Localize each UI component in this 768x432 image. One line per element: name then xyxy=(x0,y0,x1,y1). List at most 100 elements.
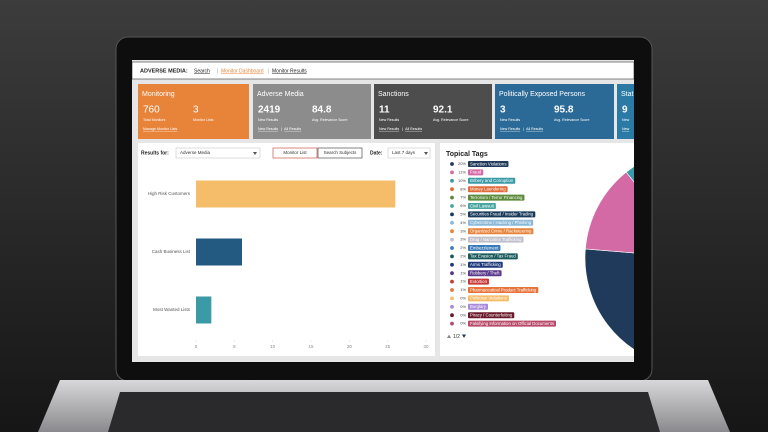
card-link[interactable]: All Results xyxy=(405,127,422,131)
tag-dot xyxy=(450,296,454,301)
tag-label[interactable]: Money Laundering xyxy=(470,187,506,192)
tag-dot xyxy=(450,162,454,166)
card-stat-label: Avg. Relevance Score xyxy=(554,118,590,122)
tag-label[interactable]: Politician Violations xyxy=(470,296,507,301)
button[interactable] xyxy=(317,147,363,159)
tag-chip[interactable] xyxy=(468,177,516,184)
tag-label[interactable]: Pharmaceutical Product Trafficking xyxy=(470,287,537,292)
y-tick-label: High Risk Customers xyxy=(148,191,191,196)
card-link[interactable]: All Results xyxy=(526,127,543,131)
tag-label[interactable]: Civil Lawsuit xyxy=(470,203,495,208)
page-indicator: 1/2 xyxy=(453,334,460,340)
tag-percent: 0% xyxy=(460,321,466,326)
tag-label[interactable]: Embezzlement xyxy=(470,245,499,250)
button[interactable] xyxy=(272,147,318,159)
tag-label[interactable]: Terrorism / Terror Financing xyxy=(470,195,523,200)
tag-label[interactable]: Cybercrime / Hacking / Phishing xyxy=(470,220,532,225)
button-label[interactable]: Search Subjects xyxy=(324,150,358,155)
tag-percent: 1% xyxy=(460,270,466,275)
card xyxy=(374,84,492,139)
card-link[interactable]: All Results xyxy=(284,127,301,131)
tag-label[interactable]: Fraud xyxy=(470,170,482,175)
tag-chip[interactable] xyxy=(468,253,518,260)
tag-chip[interactable] xyxy=(468,295,509,302)
caret xyxy=(253,152,257,155)
tag-chip[interactable] xyxy=(468,186,508,193)
tag-label[interactable]: Robbery / Theft xyxy=(470,271,500,276)
tag-chip[interactable] xyxy=(468,270,502,277)
tag-chip[interactable] xyxy=(468,194,525,201)
page-down[interactable] xyxy=(462,334,466,339)
left-panel xyxy=(138,143,435,356)
header-link[interactable]: Monitor Results xyxy=(272,68,307,74)
x-tick-label: 15 xyxy=(308,344,314,349)
pie-slice xyxy=(585,171,634,254)
card-link[interactable]: New Results xyxy=(500,127,520,131)
tag-chip[interactable] xyxy=(468,169,484,176)
tag-chip[interactable] xyxy=(468,320,556,327)
tag-percent: 3% xyxy=(460,237,466,242)
card-stat: 92.1 xyxy=(433,105,453,116)
header-link[interactable]: Search xyxy=(194,68,210,74)
tag-dot xyxy=(450,237,454,242)
screen: ADVERSE MEDIA: Search Monitor Dashboard| Mo… xyxy=(132,60,634,362)
tag-chip[interactable] xyxy=(468,219,534,226)
tag-label[interactable]: Falsifying Information on Official Docum… xyxy=(470,321,554,326)
separator: | xyxy=(268,68,269,74)
tag-chip[interactable] xyxy=(468,303,489,310)
tag-label[interactable]: Bribery and Corruption xyxy=(470,178,514,183)
tag-chip[interactable] xyxy=(468,228,534,235)
tag-chip[interactable] xyxy=(468,236,524,243)
page-up[interactable] xyxy=(447,334,451,339)
y-tick-label: Cash Business List xyxy=(152,249,191,254)
tag-dot xyxy=(450,178,454,183)
card-title: Politically Exposed Persons xyxy=(499,91,585,98)
card-link[interactable]: New Results xyxy=(379,127,399,131)
tag-chip[interactable] xyxy=(468,245,501,251)
separator: | xyxy=(281,127,282,131)
header-link[interactable]: Monitor Dashboard xyxy=(221,68,264,74)
select[interactable] xyxy=(175,147,261,159)
tag-label[interactable]: Piracy / Counterfeiting xyxy=(470,313,513,318)
header-title: ADVERSE MEDIA: xyxy=(140,68,188,74)
tag-label[interactable]: Arms Trafficking xyxy=(470,262,501,267)
tag-chip[interactable] xyxy=(468,261,503,268)
separator: | xyxy=(402,127,403,131)
tag-dot xyxy=(450,262,454,267)
card-title: Monitoring xyxy=(142,91,175,98)
select[interactable] xyxy=(387,147,431,159)
tag-percent: 20% xyxy=(458,161,466,166)
card-link[interactable]: New Results xyxy=(258,127,278,131)
button-label[interactable]: Monitor List xyxy=(283,150,307,155)
tag-dot xyxy=(450,170,454,175)
tag-chip[interactable] xyxy=(468,203,496,209)
tag-percent: 10% xyxy=(458,178,466,183)
card-stat-label: New Results xyxy=(379,118,399,122)
tag-percent: 8% xyxy=(460,186,466,191)
select-value: Adverse Media xyxy=(180,150,211,155)
card-stat: 3 xyxy=(193,105,199,116)
y-tick-label: Most Wanted Lists xyxy=(153,307,191,312)
tag-dot xyxy=(450,254,454,259)
tag-chip[interactable] xyxy=(468,312,515,319)
tag-label[interactable]: Sanction Violations xyxy=(470,161,506,166)
tag-dot xyxy=(450,271,454,276)
tag-chip[interactable] xyxy=(468,211,536,218)
tag-label[interactable]: Drug / Narcotics Trafficking xyxy=(470,237,522,242)
tag-label[interactable]: Tax Evasion / Tax Fraud xyxy=(470,254,516,259)
tag-chip[interactable] xyxy=(468,287,539,293)
tag-chip[interactable] xyxy=(468,161,509,167)
tag-label[interactable]: Organized Crime / Racketeering xyxy=(470,229,532,234)
tag-label[interactable]: Burglary xyxy=(470,304,487,309)
tag-label[interactable]: Extortion xyxy=(470,279,488,284)
pie-slice xyxy=(625,166,634,183)
tag-label[interactable]: Securities Fraud / Insider Trading xyxy=(470,212,534,217)
separator: | xyxy=(523,127,524,131)
tag-chip[interactable] xyxy=(468,278,489,285)
tag-percent: 2% xyxy=(460,245,466,250)
tag-percent: 6% xyxy=(460,203,466,208)
card-link[interactable]: Manage Monitor Lists xyxy=(143,127,178,131)
tag-percent: 0% xyxy=(460,312,466,317)
bar xyxy=(196,238,242,266)
card-link[interactable]: New xyxy=(622,127,630,131)
